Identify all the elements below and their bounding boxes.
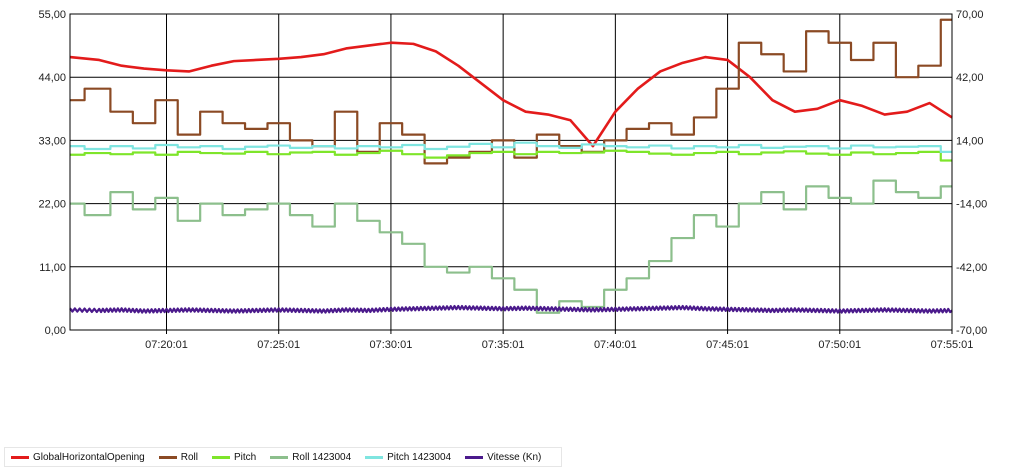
right-tick-label: 42,00 — [956, 72, 984, 84]
x-tick-label: 07:50:01 — [818, 339, 861, 351]
left-tick-label: 55,00 — [38, 9, 66, 21]
legend-label: GlobalHorizontalOpening — [33, 451, 145, 463]
legend-item: Vitesse (Kn) — [465, 452, 541, 463]
axes: 55,00 44,00 33,00 22,00 11,00 0,00 70,00 42,00 1… — [38, 9, 987, 351]
right-tick-label: 70,00 — [956, 9, 984, 21]
series-line-3 — [70, 179, 952, 314]
x-tick-label: 07:45:01 — [706, 339, 749, 351]
x-tick-label: 07:55:01 — [931, 339, 974, 351]
series-line-0 — [69, 41, 953, 148]
legend-swatch — [11, 455, 29, 459]
legend-item: Roll 1423004 — [270, 452, 351, 463]
right-tick-label: -14,00 — [956, 199, 987, 211]
right-tick-label: 14,00 — [956, 135, 984, 147]
grid — [70, 13, 953, 334]
legend-item: Pitch — [211, 451, 257, 463]
series-line-1 — [70, 18, 952, 165]
legend-item: GlobalHorizontalOpening — [11, 452, 145, 463]
legend-swatch — [465, 455, 484, 459]
left-tick-label: 22,00 — [38, 199, 66, 211]
legend-label: Vitesse (Kn) — [487, 451, 542, 463]
legend-swatch — [211, 455, 230, 459]
legend-item: Roll — [158, 451, 198, 463]
legend: GlobalHorizontalOpening Roll Pitch Roll 142… — [4, 447, 563, 467]
series-layer — [69, 18, 953, 314]
series-line-4 — [70, 141, 952, 153]
series-line-5 — [69, 304, 953, 314]
left-tick-label: 44,00 — [38, 72, 66, 84]
legend-swatch — [158, 455, 177, 459]
series-line-2 — [70, 149, 952, 162]
legend-swatch — [365, 455, 384, 459]
left-tick-label: 11,00 — [39, 262, 66, 274]
x-tick-label: 07:30:01 — [370, 339, 413, 351]
legend-label: Roll — [180, 451, 198, 463]
legend-label: Pitch — [233, 451, 257, 463]
plot-frame — [69, 13, 953, 331]
legend-item: Pitch 1423004 — [365, 452, 451, 463]
x-tick-label: 07:35:01 — [482, 339, 525, 351]
x-tick-label: 07:20:01 — [145, 339, 188, 351]
legend-swatch — [270, 455, 289, 459]
x-tick-label: 07:25:01 — [257, 339, 300, 351]
x-tick-label: 07:40:01 — [594, 339, 637, 351]
legend-label: Roll 1423004 — [292, 451, 352, 463]
legend-label: Pitch 1423004 — [387, 451, 452, 463]
line-chart: 55,00 44,00 33,00 22,00 11,00 0,00 70,00 42,00 1… — [38, 9, 987, 351]
left-tick-label: 0,00 — [45, 325, 66, 337]
right-tick-label: -70,00 — [956, 325, 987, 337]
right-tick-label: -42,00 — [956, 262, 987, 274]
left-tick-label: 33,00 — [38, 135, 66, 147]
